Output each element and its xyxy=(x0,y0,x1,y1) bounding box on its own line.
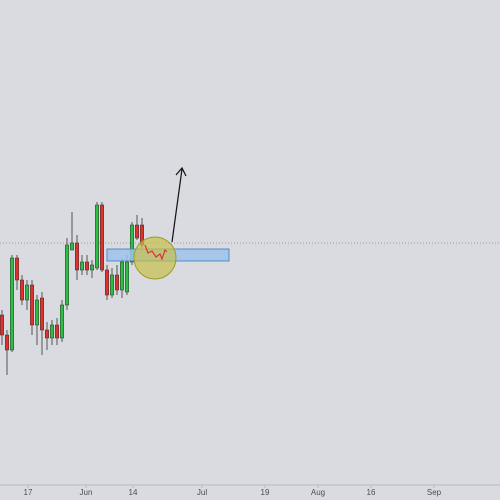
x-tick-label: Sep xyxy=(427,488,442,497)
candle-body xyxy=(115,274,119,291)
candle-body xyxy=(45,329,49,339)
x-tick-label: 16 xyxy=(367,488,376,497)
candle-body xyxy=(120,261,124,291)
x-tick-label: 17 xyxy=(24,488,33,497)
candle-body xyxy=(30,284,34,326)
candle-body xyxy=(65,244,69,306)
candle-body xyxy=(25,284,29,301)
candle-body xyxy=(15,257,19,281)
candle-body xyxy=(0,314,4,336)
candle-body xyxy=(105,269,109,296)
candle-body xyxy=(10,257,14,351)
candle-body xyxy=(20,279,24,301)
x-tick-label: 19 xyxy=(261,488,270,497)
candle-body xyxy=(110,274,114,296)
candle-body xyxy=(55,324,59,339)
arrow-head xyxy=(175,166,187,177)
candle-body xyxy=(125,261,129,293)
x-tick-label: Aug xyxy=(311,488,325,497)
candle-body xyxy=(80,261,84,271)
candle-body xyxy=(85,261,89,271)
candle-body xyxy=(40,297,44,331)
candle-body xyxy=(50,324,54,339)
x-tick-label: Jul xyxy=(197,488,207,497)
candle-body xyxy=(70,242,74,251)
candle-body xyxy=(60,304,64,339)
candle-body xyxy=(100,204,104,271)
highlight-circle xyxy=(133,236,177,280)
candle-body xyxy=(95,204,99,269)
x-tick-label: 14 xyxy=(129,488,138,497)
candle-body xyxy=(135,224,139,239)
candle-body xyxy=(75,242,79,271)
candle-body xyxy=(90,264,94,271)
x-tick-label: Jun xyxy=(80,488,93,497)
projected-path xyxy=(144,244,168,261)
candle-body xyxy=(130,224,134,263)
arrow-shaft xyxy=(171,168,183,243)
candle-body xyxy=(5,334,9,351)
candle-body xyxy=(35,299,39,326)
